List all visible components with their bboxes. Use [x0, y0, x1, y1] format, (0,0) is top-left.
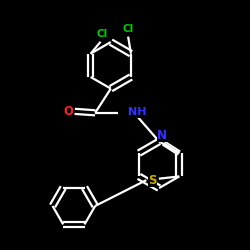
Text: NH: NH: [128, 107, 146, 117]
Text: Cl: Cl: [122, 24, 134, 34]
Text: N: N: [157, 129, 167, 142]
Text: Cl: Cl: [96, 29, 108, 39]
Text: S: S: [148, 174, 157, 187]
Text: O: O: [64, 105, 74, 118]
